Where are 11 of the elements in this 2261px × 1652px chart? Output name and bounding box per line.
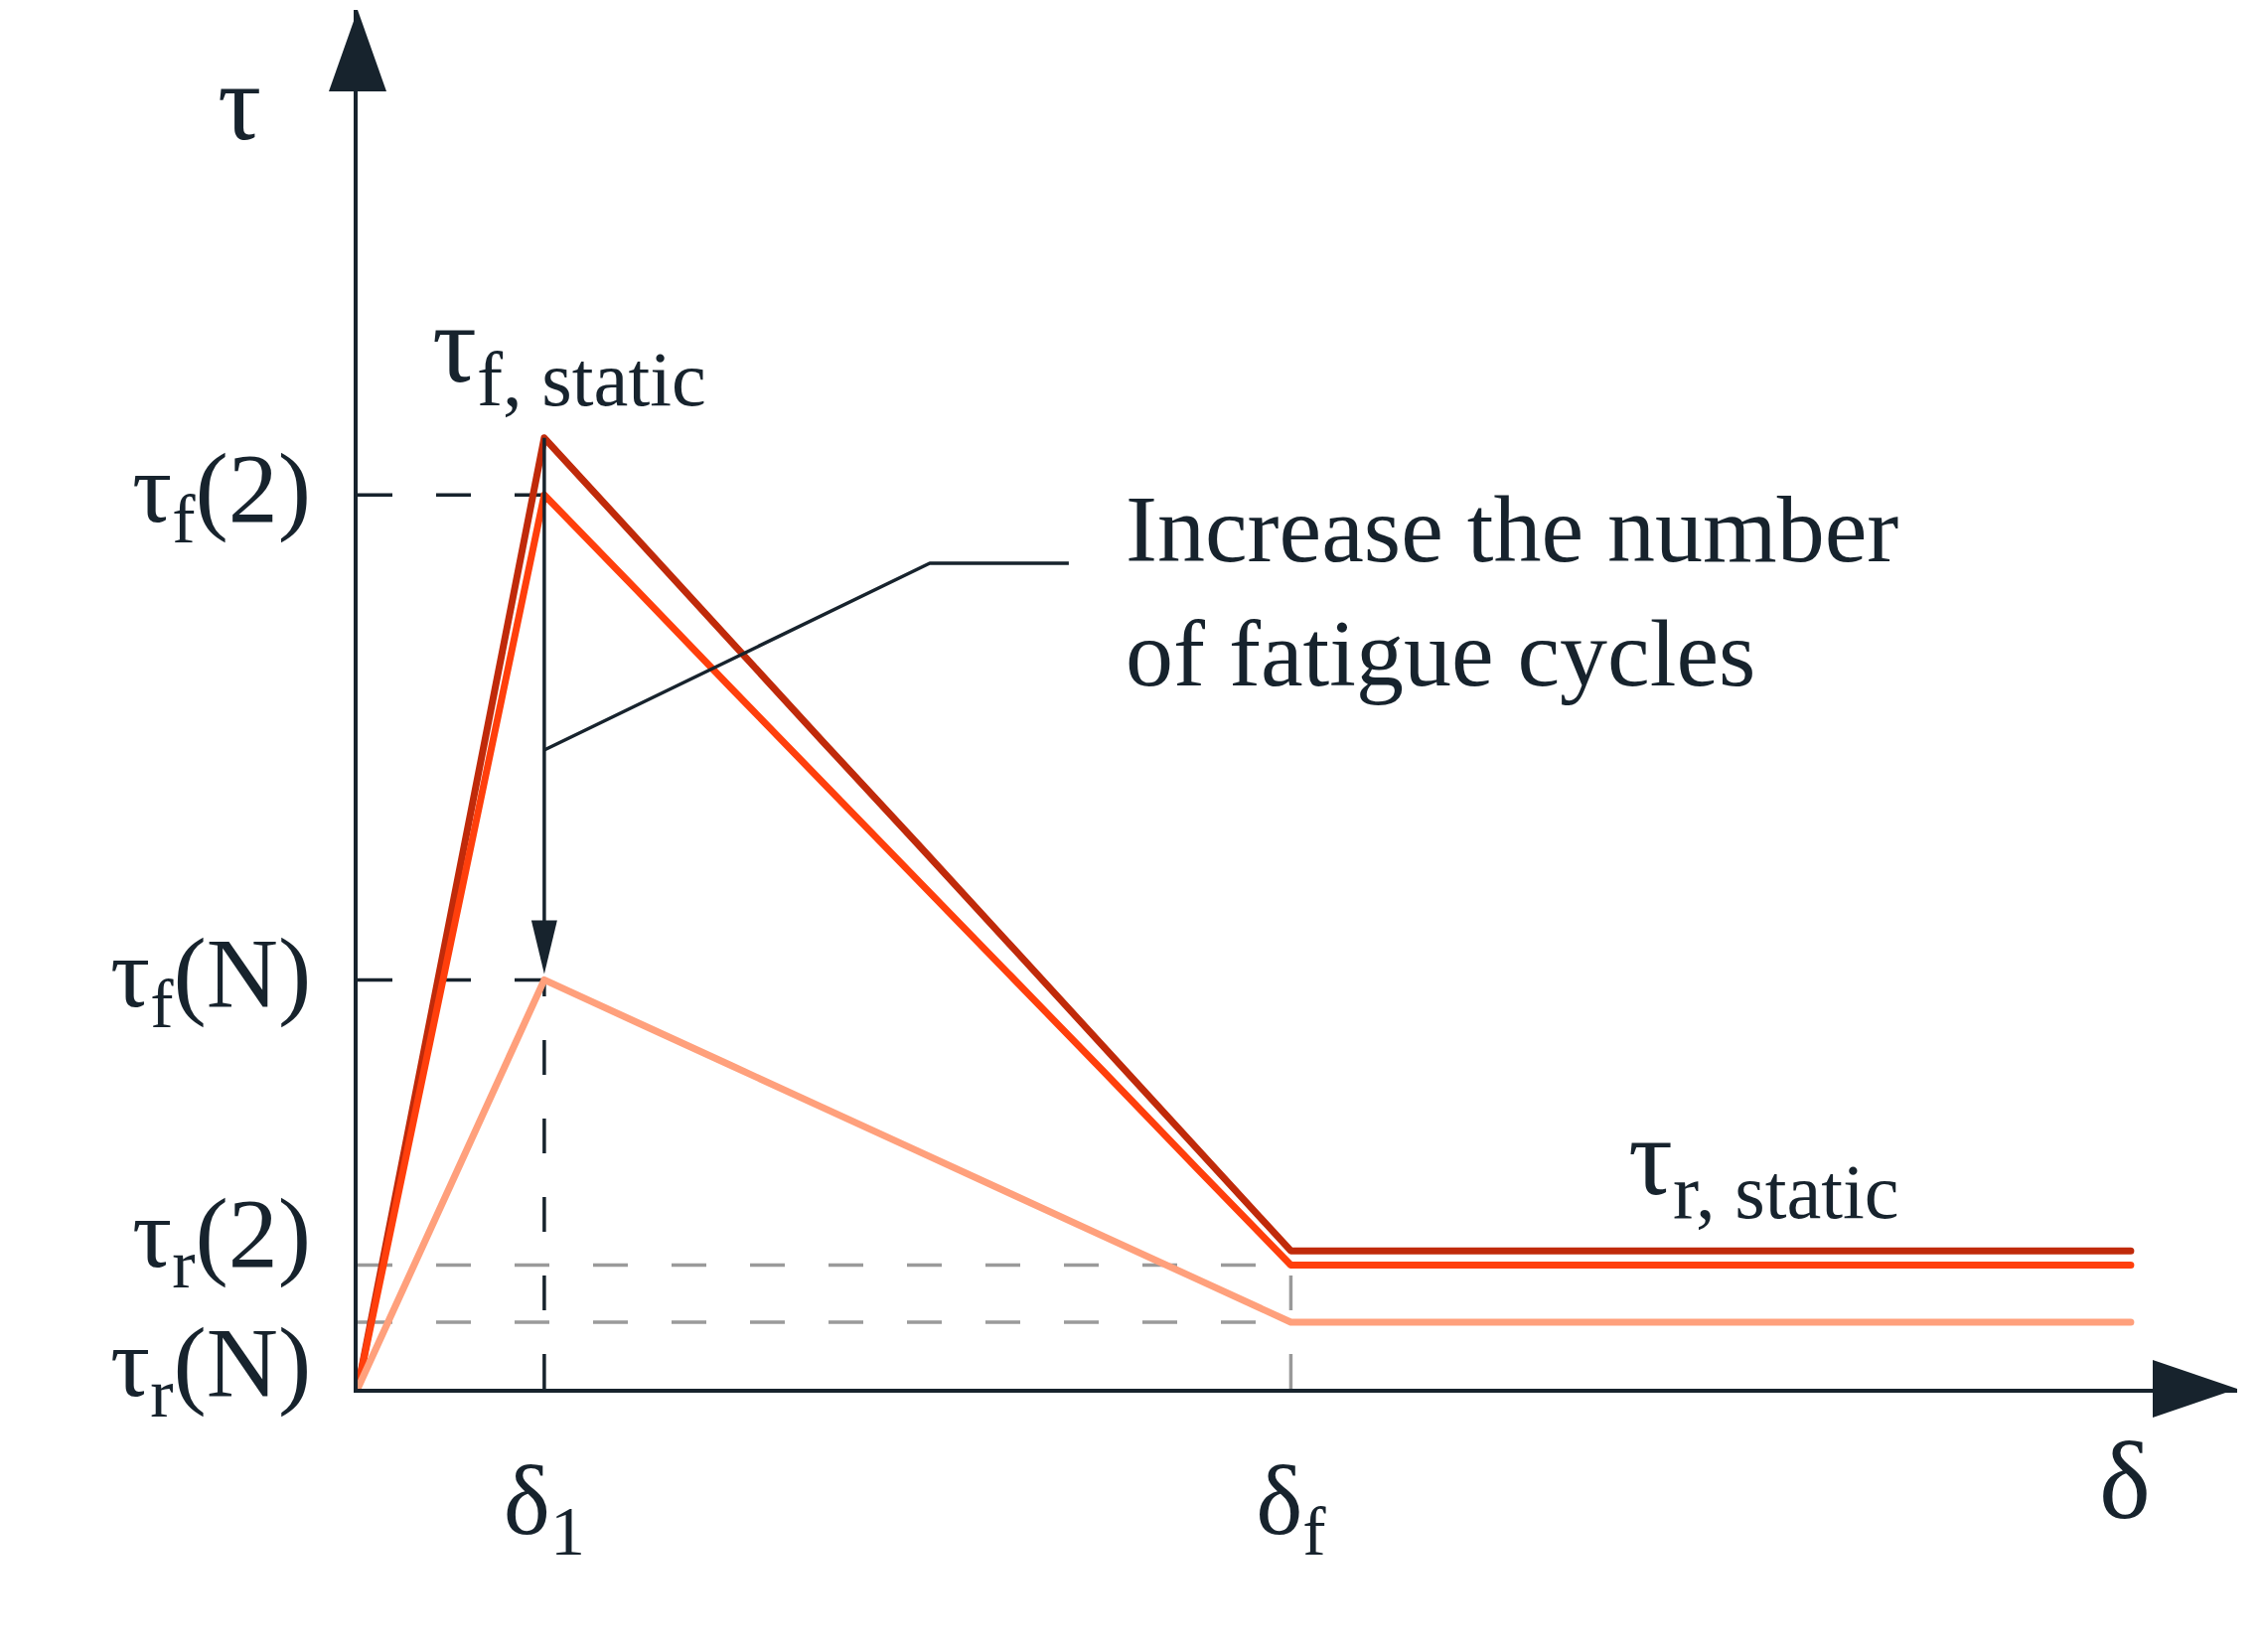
annotation: τ$_{f, static}$ [432,282,706,422]
y-axis-title: τ [218,42,262,163]
ref-line-label: τ$_{r}$(2) [132,1178,312,1302]
x-tick-label: δ$_{1}$ [503,1445,585,1570]
annotation: Increase the number of fatigue cycles [1126,476,1899,706]
ref-line-label: τ$_{r}$(N) [110,1307,312,1431]
annotation: τ$_{r, static}$ [1628,1095,1899,1235]
x-tick-label: δ$_{f}$ [1256,1445,1327,1570]
ref-line-label: τ$_{f}$(2) [132,433,312,557]
x-axis-title: δ [2099,1421,2151,1542]
ref-line-label: τ$_{f}$(N) [110,918,312,1042]
